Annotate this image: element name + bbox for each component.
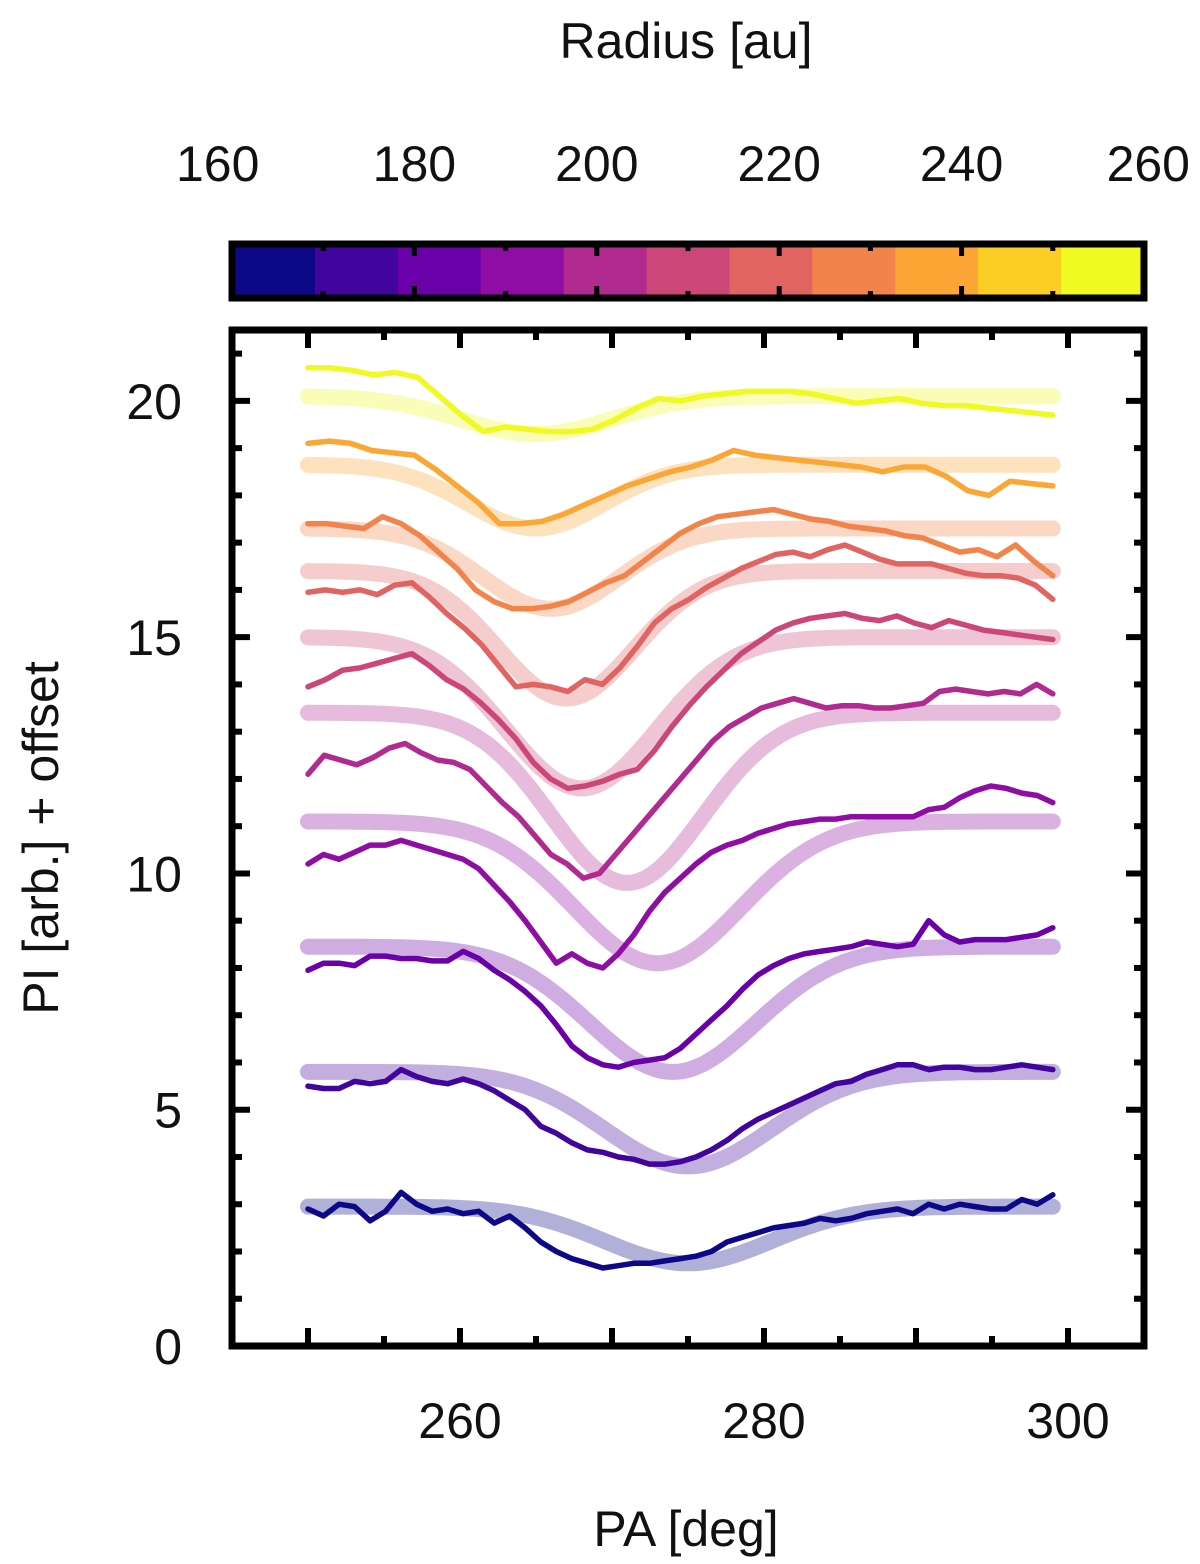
model-fit-curve bbox=[300, 704, 1061, 891]
colorbar-swatch bbox=[397, 244, 482, 298]
colorbar-tick-labels: 160 180 200 220 240 260 bbox=[176, 136, 1190, 192]
colorbar-tick-label: 160 bbox=[176, 136, 259, 192]
colorbar-swatch bbox=[812, 244, 896, 298]
data-line bbox=[305, 438, 1056, 527]
data-line bbox=[305, 610, 1056, 792]
y-tick-label: 15 bbox=[126, 610, 182, 666]
colorbar-swatch bbox=[729, 244, 813, 298]
y-tick-label: 20 bbox=[126, 374, 182, 430]
axis-ticks bbox=[232, 330, 1144, 1346]
data-line bbox=[305, 542, 1056, 695]
colorbar-swatch bbox=[563, 244, 648, 298]
data-line bbox=[305, 1062, 1056, 1167]
model-fits bbox=[300, 388, 1061, 1272]
model-fit-curve bbox=[300, 1063, 1061, 1175]
y-axis-label: PI [arb.] + offset bbox=[13, 661, 69, 1015]
colorbar-tick-label: 240 bbox=[920, 136, 1003, 192]
y-tick-label: 10 bbox=[126, 846, 182, 902]
y-tick-label: 0 bbox=[154, 1319, 182, 1375]
colorbar-swatch bbox=[646, 244, 730, 298]
colorbar-title: Radius [au] bbox=[560, 13, 813, 69]
x-tick-labels: 260 280 300 bbox=[418, 1393, 1109, 1449]
x-axis-label: PA [deg] bbox=[593, 1501, 778, 1557]
colorbar-swatch bbox=[1061, 244, 1145, 298]
y-tick-label: 5 bbox=[154, 1083, 182, 1139]
colorbar-tick-label: 220 bbox=[737, 136, 820, 192]
data-line bbox=[305, 1189, 1056, 1271]
colorbar-swatch bbox=[232, 244, 316, 298]
colorbar-tick-label: 200 bbox=[555, 136, 638, 192]
colorbar-swatch bbox=[978, 244, 1062, 298]
model-fit-curve bbox=[300, 629, 1061, 797]
data-line bbox=[305, 783, 1056, 971]
colorbar-tick-label: 180 bbox=[373, 136, 456, 192]
data-line bbox=[305, 917, 1056, 1070]
model-fit-curve bbox=[300, 1198, 1061, 1272]
colorbar-swatch bbox=[895, 244, 979, 298]
data-line bbox=[305, 681, 1056, 881]
data-line bbox=[305, 506, 1056, 612]
colorbar-tick-label: 260 bbox=[1107, 136, 1190, 192]
x-tick-label: 300 bbox=[1026, 1393, 1109, 1449]
data-line bbox=[305, 365, 1056, 435]
x-tick-label: 280 bbox=[722, 1393, 805, 1449]
data-series bbox=[305, 365, 1056, 1271]
y-tick-labels: 0 5 10 15 20 bbox=[126, 374, 182, 1375]
colorbar-swatch bbox=[480, 244, 565, 298]
x-tick-label: 260 bbox=[418, 1393, 501, 1449]
colorbar bbox=[232, 244, 1145, 298]
model-fit-curve bbox=[300, 813, 1061, 972]
colorbar-ticks bbox=[229, 244, 1147, 298]
model-fit-curve bbox=[300, 938, 1061, 1080]
colorbar-swatch bbox=[314, 244, 399, 298]
